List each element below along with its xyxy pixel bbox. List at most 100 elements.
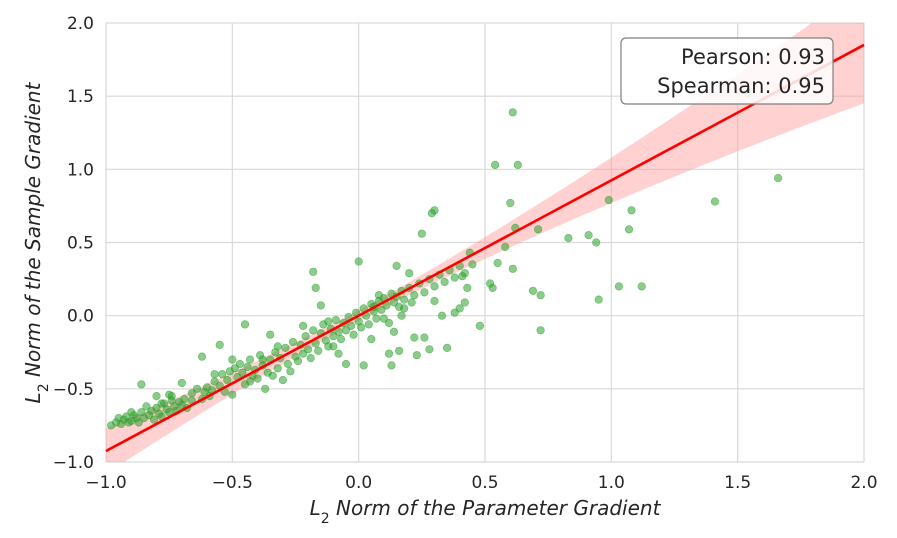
data-point [533,225,543,234]
data-point [374,291,384,300]
data-point [420,288,429,297]
data-point [508,108,517,117]
data-point [443,343,452,353]
correlation-annotation: Pearson: 0.93 Spearman: 0.95 [620,37,834,105]
data-point [331,316,341,325]
data-point [177,378,186,388]
data-point [417,229,426,238]
data-point [389,327,399,336]
data-point [329,342,338,351]
data-point [180,395,189,404]
data-point [359,361,368,370]
data-point [536,326,545,335]
data-point [283,359,293,369]
data-point [245,377,255,386]
data-point [437,311,447,320]
data-point [266,330,275,339]
data-point [506,198,515,208]
data-point [460,298,469,307]
grid [105,22,865,463]
data-point [235,359,244,369]
data-point [253,374,262,383]
data-point [410,291,419,300]
x-tick-label: −0.5 [212,473,253,493]
data-point [336,335,346,344]
data-point [210,370,219,379]
data-point [468,260,477,269]
data-point [245,355,255,364]
data-point [197,352,207,361]
y-tick-label: −1.0 [53,453,94,473]
data-point [463,283,472,293]
data-point [306,354,315,363]
x-tick-label: 2.0 [850,473,877,493]
data-point [392,261,401,271]
data-point [165,390,174,399]
data-point [273,342,282,351]
data-point [286,367,295,376]
data-point [379,314,389,323]
data-point [400,304,409,313]
data-point [564,234,573,243]
data-point [278,376,288,385]
data-point [372,314,381,323]
data-point [425,345,434,354]
data-point [407,298,416,307]
data-point [513,160,522,169]
data-point [149,415,159,424]
y-tick-label: 2.0 [67,14,94,34]
data-point [614,282,624,291]
data-point [354,257,363,266]
data-point [387,361,396,370]
data-point [304,345,313,354]
data-point [536,291,545,300]
data-point [215,340,224,350]
data-point [152,392,161,401]
data-point [268,371,277,380]
regression-line-layer [105,43,865,453]
data-point [243,362,252,372]
pearson-text: Pearson: 0.93 [681,45,825,69]
data-point [458,272,467,281]
x-tick-label: −1.0 [85,473,126,493]
data-point [412,351,421,360]
data-point [299,321,308,331]
data-point [309,267,318,276]
data-point [430,206,439,215]
data-point [357,323,366,332]
data-point [367,335,376,344]
data-point [420,333,429,342]
data-point [364,320,373,329]
data-point [192,384,202,393]
data-point [258,355,267,364]
data-point [627,206,636,215]
data-point [309,326,318,335]
annotation-box [620,37,834,105]
y-tick-labels: −1.0 −0.5 0.0 0.5 1.0 1.5 2.0 [53,14,94,473]
data-point [228,355,237,364]
data-point [430,282,439,291]
data-point [604,196,613,205]
x-tick-label: 0.5 [471,473,498,493]
data-point [288,337,298,347]
data-point [400,295,409,304]
x-tick-label: 1.5 [724,473,751,493]
data-point [491,160,500,169]
data-point [341,359,351,369]
y-tick-label: 0.5 [67,234,94,254]
data-point [223,376,232,385]
data-point [395,346,404,355]
data-point [430,296,439,306]
data-point [773,174,783,183]
data-point [624,225,634,234]
data-point [293,356,303,366]
data-point [397,311,406,320]
y-axis-label: L2 Norm of the Sample Gradient [21,81,52,403]
data-point [493,258,502,268]
data-point [301,332,310,341]
data-point [594,295,603,304]
spearman-text: Spearman: 0.95 [657,74,825,98]
data-point [440,277,449,287]
data-point [228,390,237,399]
